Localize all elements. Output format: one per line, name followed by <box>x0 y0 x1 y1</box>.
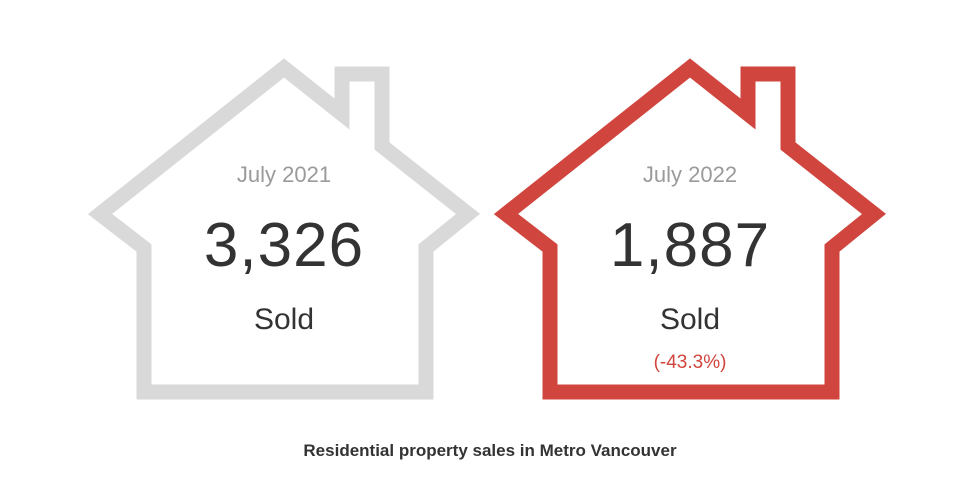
sales-value: 1,887 <box>609 211 771 280</box>
house-card-july-2021: July 2021 3,326 Sold <box>84 0 484 410</box>
unit-label: Sold <box>253 303 315 336</box>
unit-label: Sold <box>659 303 721 336</box>
house-card-july-2022: July 2022 1,887 Sold (-43.3%) <box>490 0 890 410</box>
period-label: July 2021 <box>236 162 332 187</box>
house-shape <box>87 58 481 400</box>
percent-change-label: (-43.3%) <box>653 352 727 373</box>
sales-value: 3,326 <box>203 211 365 280</box>
house-shape <box>493 58 887 400</box>
house-outline-icon <box>87 58 481 400</box>
period-label: July 2022 <box>642 162 738 187</box>
house-outline-icon <box>493 58 887 400</box>
chart-title: Residential property sales in Metro Vanc… <box>303 441 677 460</box>
